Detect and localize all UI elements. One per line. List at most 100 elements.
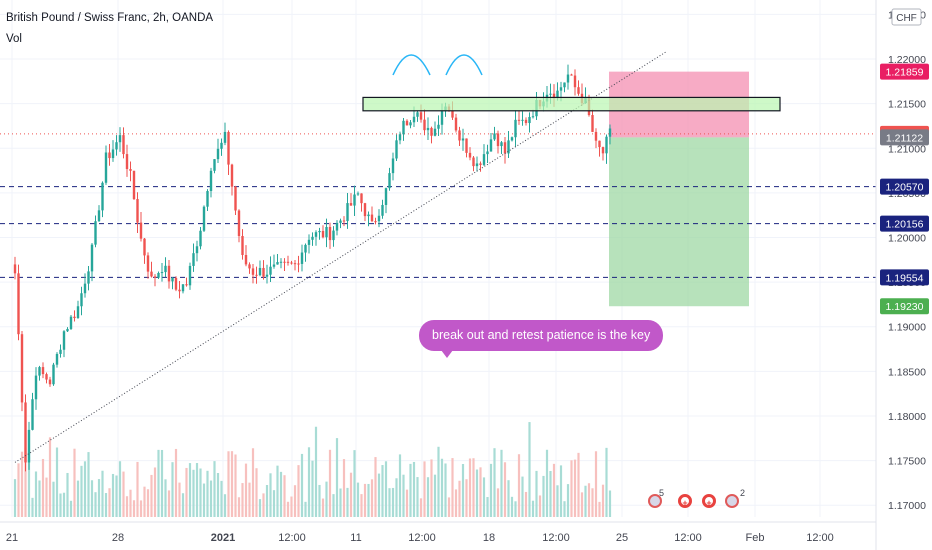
- candle-body: [507, 140, 510, 154]
- candle-body: [430, 127, 433, 136]
- uk-flag-icon[interactable]: [648, 494, 662, 508]
- candle-body: [503, 142, 507, 154]
- volume-bar: [157, 449, 160, 517]
- annotation-callout[interactable]: break out and retest patience is the key: [419, 320, 664, 358]
- horizontal-levels[interactable]: [0, 133, 876, 278]
- candle-body: [468, 152, 472, 158]
- candle-body: [24, 402, 27, 463]
- candle-body: [97, 210, 101, 222]
- candle-body: [433, 128, 437, 136]
- candles: [13, 64, 612, 472]
- drawings[interactable]: [14, 51, 781, 463]
- volume-bar: [594, 451, 598, 517]
- candle-body: [129, 169, 132, 171]
- swiss-flag-icon[interactable]: +: [678, 494, 692, 508]
- candle-body: [153, 276, 157, 278]
- volume-bar: [73, 448, 76, 517]
- symbol-title[interactable]: British Pound / Swiss Franc, 2h, OANDA: [6, 12, 214, 24]
- candle-body: [524, 119, 528, 124]
- candle-body: [370, 214, 374, 222]
- volume-bar: [160, 449, 164, 517]
- volume-bar: [318, 484, 321, 517]
- volume-bar: [76, 480, 80, 517]
- head-arc[interactable]: [392, 54, 431, 76]
- volume-bar: [94, 492, 97, 517]
- candle-body: [311, 236, 314, 240]
- volume-bar: [283, 475, 286, 517]
- volume-bar: [178, 482, 181, 517]
- head-arc[interactable]: [445, 54, 483, 76]
- volume-bar: [41, 458, 45, 517]
- candle-body: [339, 220, 342, 223]
- candle-body: [59, 349, 62, 354]
- volume-bar: [521, 476, 524, 517]
- candle-body: [346, 203, 349, 222]
- volume-bar: [90, 480, 94, 517]
- swiss-flag-icon[interactable]: +: [702, 494, 716, 508]
- candle-body: [605, 136, 608, 154]
- volume-bar: [367, 483, 370, 517]
- volume-bar: [87, 452, 90, 517]
- volume-bar: [335, 438, 339, 517]
- candle-body: [300, 252, 304, 264]
- volume-bar: [507, 480, 510, 517]
- volume-bar: [584, 485, 587, 517]
- volume-bar: [34, 471, 38, 517]
- candle-body: [556, 90, 559, 99]
- x-tick-label: 28: [112, 532, 124, 544]
- candle-body: [563, 82, 566, 88]
- volume-bar: [542, 475, 545, 517]
- candle-body: [559, 87, 563, 91]
- candle-body: [55, 353, 59, 365]
- volume-label[interactable]: Vol: [6, 33, 22, 45]
- candle-body: [94, 221, 97, 245]
- take-profit-zone[interactable]: [609, 137, 749, 307]
- volume-bar: [307, 447, 311, 517]
- candle-body: [209, 170, 213, 192]
- volume-bar: [377, 473, 381, 517]
- candle-body: [549, 93, 552, 95]
- candle-body: [328, 226, 332, 241]
- volume-bar: [500, 449, 503, 517]
- candle-body: [31, 399, 34, 430]
- candle-body: [241, 236, 244, 255]
- volume-bar: [118, 461, 122, 517]
- currency-label[interactable]: CHF: [896, 13, 917, 24]
- price-label-box: [880, 215, 929, 232]
- volume-bar: [153, 467, 157, 517]
- candle-body: [265, 274, 269, 277]
- trend-line[interactable]: [14, 51, 667, 463]
- candle-body: [244, 254, 248, 265]
- candle-body: [601, 147, 605, 154]
- candle-body: [258, 267, 262, 276]
- candle-body: [608, 128, 612, 137]
- volume-bar: [325, 481, 328, 517]
- volume-bar: [171, 462, 174, 517]
- candle-body: [437, 124, 440, 129]
- volume-bar: [66, 472, 69, 517]
- candle-body: [318, 231, 321, 233]
- volume-bar: [538, 495, 542, 517]
- volume-bar: [339, 488, 342, 517]
- candle-body: [307, 239, 311, 245]
- candle-body: [451, 110, 454, 118]
- volume-bar: [444, 463, 447, 517]
- volume-bar: [55, 447, 59, 517]
- uk-flag-icon[interactable]: [725, 494, 739, 508]
- candle-body: [566, 74, 570, 83]
- price-label-box: [880, 178, 929, 195]
- currency-box[interactable]: [891, 8, 922, 26]
- candle-body: [356, 193, 360, 195]
- volume-bar: [360, 494, 363, 517]
- volume-bar: [489, 463, 493, 517]
- volume-bar: [314, 426, 318, 517]
- candle-body: [230, 164, 234, 187]
- candle-body: [335, 222, 339, 231]
- resistance-zone-box[interactable]: [362, 96, 781, 112]
- candle-body: [136, 199, 139, 223]
- volume-bar: [395, 478, 398, 517]
- volume-bar: [17, 463, 20, 517]
- volume-bar: [48, 437, 52, 517]
- volume-bar: [45, 477, 48, 517]
